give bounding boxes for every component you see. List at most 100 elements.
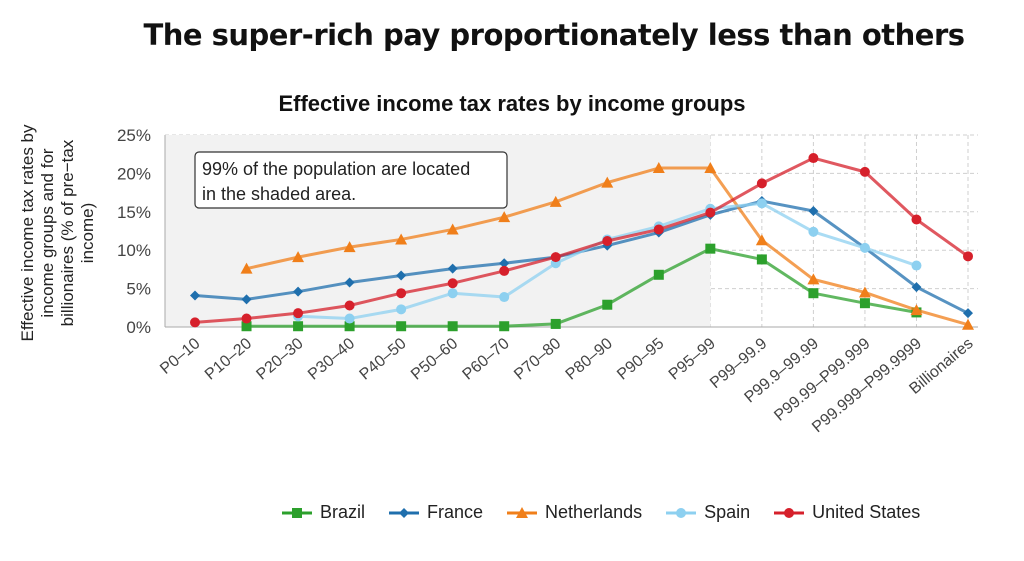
data-point: [962, 318, 974, 330]
x-tick-label: P50–60: [408, 335, 461, 384]
data-point: [240, 262, 253, 274]
x-tick-label: P40–50: [357, 335, 410, 384]
data-point: [859, 166, 870, 177]
data-point: [344, 277, 355, 288]
data-point: [344, 313, 355, 324]
chart-title: Effective income tax rates by income gro…: [278, 91, 745, 116]
data-point: [292, 507, 302, 518]
y-tick-label: 10%: [117, 241, 151, 260]
data-point: [292, 251, 305, 263]
x-tick-label: P30–40: [305, 335, 358, 384]
legend-swatch: [666, 507, 697, 518]
data-point: [499, 292, 510, 303]
data-point: [550, 318, 561, 329]
legend-swatch: [774, 507, 805, 518]
data-point: [602, 299, 613, 310]
data-point: [784, 507, 795, 518]
data-point: [910, 304, 923, 316]
series-united-states: [190, 153, 973, 328]
data-point: [755, 234, 768, 246]
data-point: [396, 321, 407, 332]
data-point: [705, 243, 716, 254]
x-tick-label: P20–30: [253, 335, 306, 384]
y-tick-label: 0%: [126, 318, 151, 337]
data-point: [498, 211, 511, 223]
data-point: [293, 321, 304, 332]
legend-item: Netherlands: [505, 502, 642, 523]
data-point: [396, 270, 407, 281]
chart-legend: Brazil France Netherlands Spain United State…: [280, 502, 942, 523]
annotation-text: 99% of the population are located: [202, 159, 470, 179]
y-axis-label-line: billionaires (% of pre−tax: [58, 139, 77, 326]
data-point: [447, 288, 458, 299]
data-point: [963, 308, 973, 319]
data-point: [756, 254, 767, 265]
data-point: [396, 288, 407, 299]
data-point: [911, 260, 922, 271]
series-line: [194, 156, 969, 324]
data-point: [241, 313, 252, 324]
y-tick-label: 25%: [117, 126, 151, 145]
data-point: [241, 294, 252, 305]
data-point: [652, 162, 665, 174]
y-tick-label: 5%: [126, 280, 151, 299]
data-point: [190, 290, 200, 301]
legend-swatch: [282, 507, 312, 518]
data-point: [190, 317, 200, 328]
data-point: [396, 304, 407, 315]
data-point: [911, 282, 922, 293]
data-point: [704, 162, 717, 174]
data-point: [602, 235, 613, 246]
data-point: [446, 223, 459, 235]
legend-label: Brazil: [320, 502, 366, 522]
legend-swatch: [389, 507, 420, 518]
x-tick-label: P70–80: [511, 335, 564, 384]
data-point: [447, 263, 458, 274]
data-point: [499, 321, 510, 332]
series-line: [246, 247, 917, 328]
data-point: [516, 506, 529, 518]
data-point: [963, 251, 973, 262]
data-point: [756, 198, 767, 209]
annotation-box: 99% of the population are located in the …: [194, 151, 508, 209]
data-point: [293, 286, 304, 297]
y-axis-label-line: income groups and for: [38, 148, 57, 317]
data-point: [911, 214, 922, 225]
data-point: [653, 269, 664, 280]
legend-label: France: [427, 502, 484, 522]
x-tick-label: P0–10: [157, 335, 203, 378]
legend-item: Spain: [664, 502, 750, 523]
data-point: [808, 153, 819, 164]
legend-swatch: [507, 506, 538, 518]
y-tick-label: 15%: [117, 203, 151, 222]
y-axis-label: Effective income tax rates by income grou…: [18, 124, 97, 342]
data-point: [859, 242, 870, 253]
series-netherlands: [240, 162, 974, 330]
data-point: [344, 321, 355, 332]
x-tick-label: P80–90: [563, 335, 616, 384]
data-point: [705, 207, 716, 218]
x-tick-label: P60–70: [460, 335, 513, 384]
data-point: [807, 273, 820, 285]
data-point: [399, 507, 410, 518]
data-point: [395, 233, 408, 245]
data-point: [344, 300, 355, 311]
data-point: [447, 278, 458, 289]
x-tick-label: P90–95: [614, 335, 667, 384]
y-axis-label-line: income): [78, 203, 97, 263]
data-point: [241, 321, 252, 332]
data-point: [447, 321, 458, 332]
data-point: [499, 265, 510, 276]
data-point: [549, 195, 562, 207]
legend-label: United States: [812, 502, 921, 522]
legend-label: Spain: [704, 502, 751, 522]
data-point: [601, 176, 614, 188]
data-point: [756, 178, 767, 189]
y-axis-label-line: Effective income tax rates by: [18, 124, 37, 342]
legend-item: France: [387, 502, 483, 523]
legend-item: Brazil: [280, 502, 365, 523]
data-point: [858, 286, 871, 298]
legend-label: Netherlands: [545, 502, 643, 522]
annotation-frame: [194, 151, 508, 209]
